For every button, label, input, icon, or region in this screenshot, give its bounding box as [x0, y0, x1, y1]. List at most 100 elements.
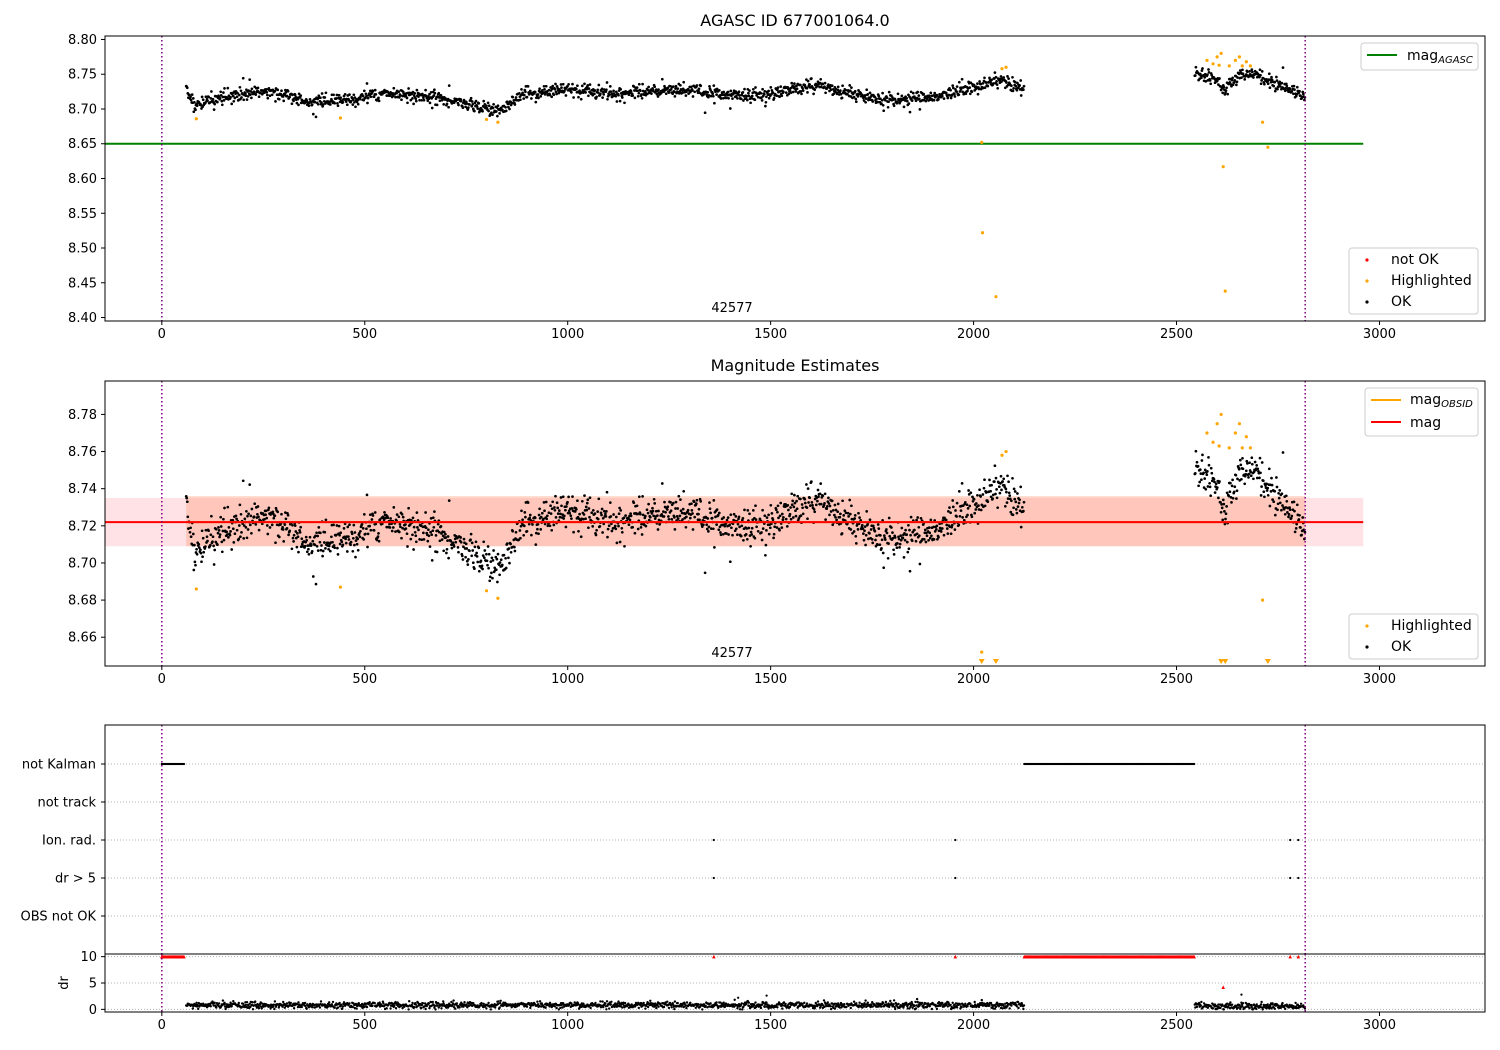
data-point-ok — [365, 82, 369, 85]
data-point-ok — [1276, 508, 1279, 512]
data-point-ok — [794, 509, 797, 513]
data-point-ok — [842, 514, 846, 517]
data-point-ok — [726, 516, 730, 519]
data-point-ok — [868, 532, 871, 535]
data-point-ok — [718, 525, 722, 529]
data-point-ok — [942, 97, 946, 100]
data-point-ok — [778, 95, 781, 99]
dr-point — [215, 1006, 218, 1009]
data-point-ok — [366, 532, 370, 536]
legend-label-highlighted: Highlighted — [1391, 618, 1472, 634]
data-point-ok — [218, 535, 221, 539]
data-point-ok — [415, 88, 419, 92]
data-point-ok — [413, 92, 417, 95]
data-point-ok — [374, 93, 378, 96]
data-point-ok — [771, 91, 775, 95]
dr-point — [305, 1007, 308, 1010]
data-point-ok — [1210, 471, 1214, 475]
data-point-ok — [424, 526, 428, 530]
data-point-ok — [323, 530, 327, 534]
data-point-ok — [760, 538, 764, 542]
data-point-ok — [584, 505, 588, 509]
data-point-ok — [865, 88, 869, 92]
data-point-ok — [812, 507, 816, 511]
data-point-ok — [288, 95, 292, 99]
data-point-ok — [697, 507, 701, 511]
data-point-ok — [1005, 501, 1009, 504]
x-tick-label: 0 — [158, 672, 166, 687]
data-point-ok — [550, 507, 554, 511]
data-point-ok — [293, 93, 297, 97]
dr-point — [737, 1003, 741, 1006]
data-point-ok — [860, 523, 864, 527]
flag-point — [1193, 762, 1196, 766]
dr-point — [441, 1004, 444, 1007]
data-point-ok — [444, 536, 448, 539]
data-point-ok — [254, 523, 258, 526]
data-point-ok — [1278, 501, 1282, 505]
data-point-ok — [560, 86, 563, 89]
data-point-ok — [605, 81, 609, 84]
data-point-ok — [280, 512, 283, 516]
data-point-ok — [283, 93, 287, 96]
data-point-ok — [588, 83, 592, 86]
data-point-ok — [887, 542, 890, 545]
data-point-ok — [354, 105, 357, 109]
data-point-ok — [1206, 73, 1209, 77]
data-point-ok — [918, 108, 922, 111]
data-point-ok — [810, 480, 813, 483]
data-point-ok — [977, 508, 981, 511]
data-point-ok — [551, 500, 555, 504]
dr-point — [738, 1008, 742, 1011]
data-point-ok — [305, 538, 309, 542]
data-point-ok — [471, 561, 475, 565]
data-point-ok — [354, 555, 357, 559]
dr-point — [213, 1001, 216, 1004]
data-point-ok — [979, 495, 983, 498]
data-point-ok — [1022, 88, 1025, 91]
data-point-ok — [1252, 470, 1256, 474]
dr-point — [480, 1001, 483, 1005]
data-point-ok — [324, 547, 327, 550]
data-point-ok — [960, 77, 964, 81]
data-point-ok — [1002, 76, 1006, 79]
data-point-highlighted — [1004, 449, 1008, 454]
dr-point — [382, 1002, 385, 1005]
data-point-ok — [292, 540, 295, 543]
data-point-ok — [299, 545, 303, 549]
data-point-ok — [843, 509, 847, 513]
y-tick-label: 8.70 — [68, 556, 97, 571]
flag-row-label: Ion. rad. — [42, 834, 96, 849]
data-point-ok — [806, 79, 810, 83]
data-point-ok — [1202, 471, 1205, 475]
data-point-ok — [1280, 81, 1284, 85]
data-point-ok — [540, 89, 544, 92]
data-point-ok — [596, 91, 600, 94]
data-point-ok — [887, 100, 890, 104]
dr-point — [248, 1002, 251, 1005]
data-point-ok — [654, 509, 658, 513]
data-point-ok — [241, 76, 245, 80]
data-point-ok — [609, 515, 613, 518]
data-point-ok — [800, 92, 803, 96]
data-point-ok — [509, 550, 513, 554]
data-point-ok — [218, 97, 222, 100]
off-scale-marker — [992, 659, 999, 664]
data-point-ok — [297, 92, 301, 96]
data-point-ok — [989, 495, 993, 499]
data-point-ok — [1292, 500, 1296, 504]
data-point-ok — [490, 571, 493, 575]
dr-point — [759, 1006, 763, 1010]
data-point-ok — [533, 516, 537, 520]
data-point-ok — [567, 495, 570, 499]
dr-point — [285, 1002, 289, 1005]
data-point-ok — [292, 99, 295, 103]
data-point-ok — [951, 505, 955, 509]
data-point-ok — [789, 517, 793, 521]
dr-point — [472, 1002, 475, 1005]
data-point-ok — [645, 508, 649, 512]
data-point-ok — [650, 512, 654, 515]
data-point-ok — [709, 88, 712, 92]
data-point-ok — [549, 504, 552, 508]
data-point-ok — [702, 523, 705, 527]
